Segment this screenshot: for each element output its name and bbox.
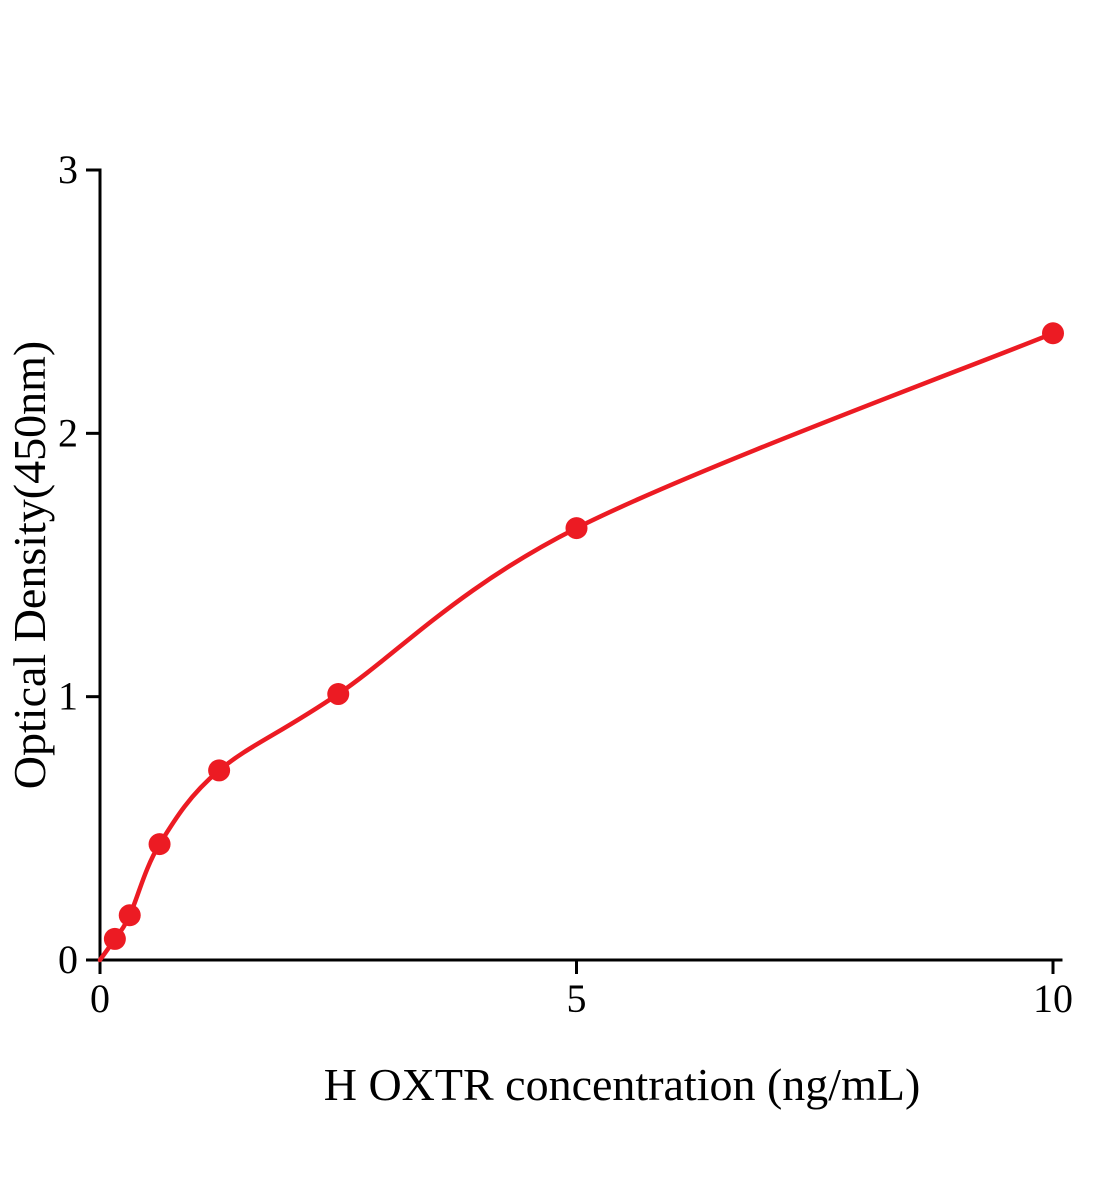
x-tick-label: 5 [567, 976, 587, 1021]
standard-curve-path [97, 331, 1056, 963]
x-tick-label: 0 [90, 976, 110, 1021]
y-tick-label: 3 [58, 147, 78, 192]
tick-labels: 0 5 10 0 1 2 3 [58, 147, 1073, 1021]
y-tick-label: 2 [58, 410, 78, 455]
y-axis-title: Optical Density(450nm) [4, 341, 55, 789]
fit-curve [97, 331, 1056, 963]
data-point [148, 833, 171, 856]
x-tick-label: 10 [1033, 976, 1073, 1021]
data-point [208, 759, 231, 782]
x-axis-title: H OXTR concentration (ng/mL) [324, 1059, 921, 1110]
y-tick-label: 0 [58, 937, 78, 982]
y-tick-label: 1 [58, 674, 78, 719]
data-point [1042, 322, 1064, 345]
axes [86, 168, 1063, 974]
data-point [327, 683, 350, 706]
data-point [565, 517, 588, 540]
data-points [103, 322, 1064, 950]
data-point [103, 927, 126, 950]
data-point [118, 904, 141, 927]
